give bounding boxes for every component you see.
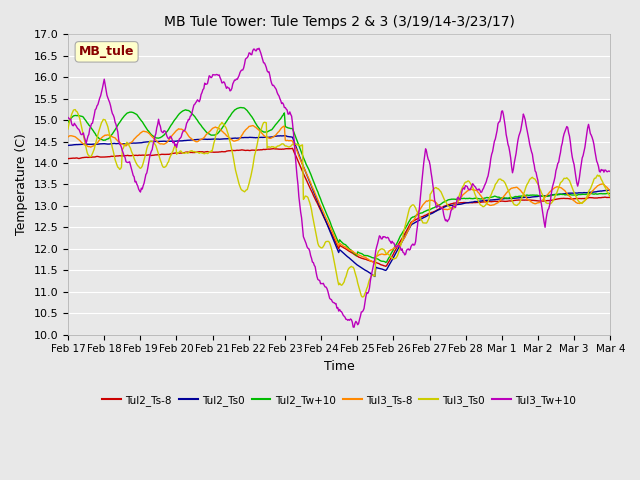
Text: MB_tule: MB_tule	[79, 45, 134, 59]
X-axis label: Time: Time	[324, 360, 355, 373]
Legend: Tul2_Ts-8, Tul2_Ts0, Tul2_Tw+10, Tul3_Ts-8, Tul3_Ts0, Tul3_Tw+10: Tul2_Ts-8, Tul2_Ts0, Tul2_Tw+10, Tul3_Ts…	[98, 391, 580, 410]
Y-axis label: Temperature (C): Temperature (C)	[15, 133, 28, 235]
Title: MB Tule Tower: Tule Temps 2 & 3 (3/19/14-3/23/17): MB Tule Tower: Tule Temps 2 & 3 (3/19/14…	[164, 15, 515, 29]
